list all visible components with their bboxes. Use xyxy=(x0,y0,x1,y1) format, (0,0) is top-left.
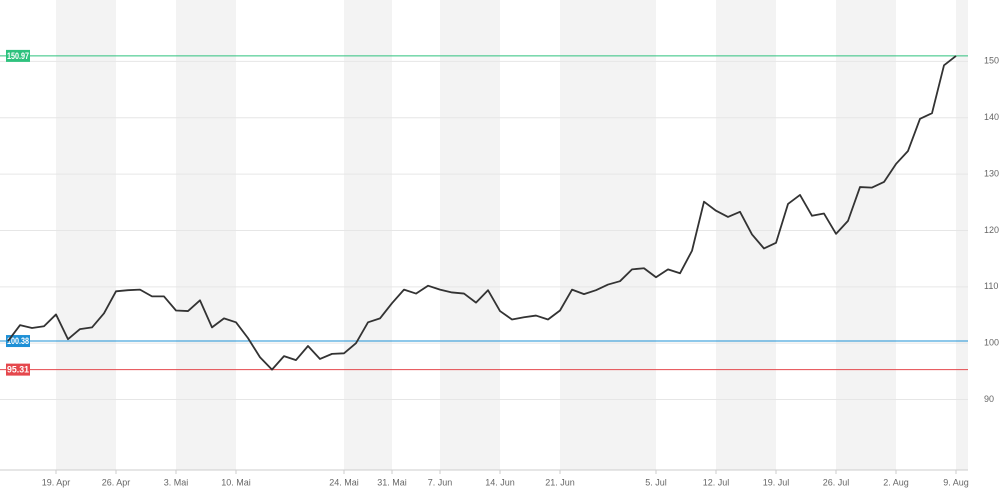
y-tick-label: 100 xyxy=(984,338,999,348)
x-tick-label: 19. Apr xyxy=(42,477,71,487)
x-tick-label: 2. Aug xyxy=(883,477,909,487)
week-band xyxy=(176,0,236,470)
x-tick-label: 12. Jul xyxy=(703,477,730,487)
x-tick-label: 7. Jun xyxy=(428,477,453,487)
price-line xyxy=(7,55,957,371)
x-tick-label: 24. Mai xyxy=(329,477,359,487)
week-band xyxy=(836,0,896,470)
y-tick-label: 150 xyxy=(984,56,999,66)
y-tick-label: 110 xyxy=(984,281,998,291)
x-tick-label: 19. Jul xyxy=(763,477,790,487)
x-tick-label: 3. Mai xyxy=(164,477,189,487)
ref-label: 100.38 xyxy=(7,336,29,346)
y-tick-label: 90 xyxy=(984,394,994,404)
x-tick-label: 5. Jul xyxy=(645,477,667,487)
y-tick-label: 130 xyxy=(984,168,999,178)
x-tick-label: 21. Jun xyxy=(545,477,575,487)
reference-label-bg xyxy=(6,49,30,62)
x-tick-label: 31. Mai xyxy=(377,477,407,487)
y-tick-label: 140 xyxy=(984,112,999,122)
reference-label-bg xyxy=(6,335,30,348)
week-band xyxy=(344,0,392,470)
ref-label: 95.31 xyxy=(7,364,29,374)
week-band xyxy=(56,0,116,470)
reference-label-bg xyxy=(6,363,30,376)
week-band xyxy=(440,0,500,470)
x-tick-label: 14. Jun xyxy=(485,477,515,487)
x-tick-label: 26. Jul xyxy=(823,477,850,487)
week-band xyxy=(716,0,776,470)
y-tick-label: 120 xyxy=(984,225,999,235)
week-band xyxy=(560,0,656,470)
x-tick-label: 10. Mai xyxy=(221,477,251,487)
x-tick-label: 26. Apr xyxy=(102,477,131,487)
x-tick-label: 9. Aug xyxy=(943,477,969,487)
ref-label: 150.97 xyxy=(7,51,29,61)
